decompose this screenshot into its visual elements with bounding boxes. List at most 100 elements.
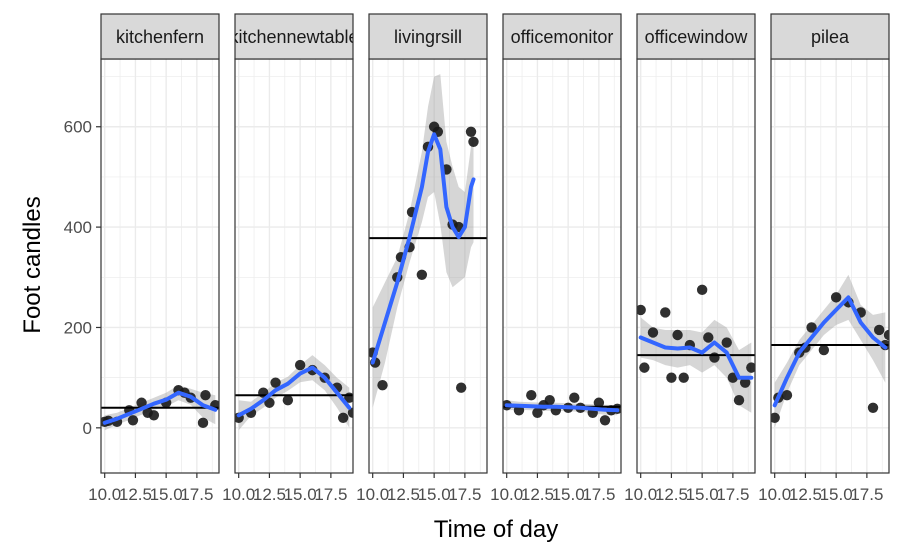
x-tick-label: 15.0 [150, 485, 183, 504]
x-tick-label: 12.5 [655, 485, 688, 504]
x-tick-label: 17.5 [716, 485, 749, 504]
smooth-line [102, 390, 218, 425]
x-tick-label: 10.0 [624, 485, 657, 504]
data-point [468, 136, 479, 147]
panel-officewindow: officewindow 10.012.515.017.5 [624, 13, 756, 504]
data-point [264, 397, 275, 408]
panel-officemonitor: officemonitor 10.012.515.017.5 [490, 13, 622, 504]
y-tick-label: 200 [64, 318, 92, 337]
data-point [639, 362, 650, 373]
y-axis: 0 200 400 600 [64, 118, 101, 438]
data-point [465, 126, 477, 137]
data-point [148, 410, 160, 421]
data-point [666, 372, 677, 383]
data-point [647, 327, 659, 338]
x-tick-label: 12.5 [521, 485, 554, 504]
data-point [416, 269, 428, 280]
data-point [703, 332, 714, 343]
data-point [727, 372, 739, 383]
strip-background [636, 13, 756, 60]
data-point [593, 397, 605, 408]
panel-kitchenfern: kitchenfern 10.012.515.017.5 [88, 13, 220, 504]
strip-label: officemonitor [511, 27, 614, 47]
data-point [526, 390, 537, 401]
strip-background [770, 13, 890, 60]
data-point [733, 395, 745, 406]
data-point [544, 395, 555, 406]
data-point [806, 322, 817, 333]
smooth-line [236, 365, 352, 418]
x-tick-label: 10.0 [490, 485, 523, 504]
data-point [455, 382, 467, 393]
data-point [200, 390, 211, 401]
x-tick-label: 17.5 [448, 485, 481, 504]
data-point [672, 329, 683, 341]
panel-background [771, 59, 889, 473]
panel-data [771, 274, 889, 428]
x-tick-label: 17.5 [582, 485, 615, 504]
data-point [781, 390, 793, 401]
smooth-line [504, 403, 620, 413]
strip-background [234, 13, 354, 60]
data-point [282, 395, 294, 406]
x-tick-label: 12.5 [253, 485, 286, 504]
smooth-line [638, 335, 754, 380]
data-point [660, 307, 671, 318]
data-point [337, 412, 349, 423]
strip-label: officewindow [645, 27, 749, 47]
panel-data [369, 74, 487, 408]
data-point [739, 377, 751, 388]
x-tick-label: 12.5 [789, 485, 822, 504]
data-point [599, 415, 611, 426]
strip-label: kitchenfern [116, 27, 204, 47]
strip-label: pilea [811, 27, 850, 47]
panel-data [637, 284, 755, 413]
data-point [569, 392, 580, 403]
data-point [771, 412, 780, 423]
data-point [294, 359, 306, 371]
confidence-ribbon [372, 74, 474, 408]
data-point [347, 407, 353, 418]
panel-data [503, 390, 621, 426]
data-point [830, 292, 842, 303]
panel-background [369, 59, 487, 473]
x-tick-label: 12.5 [387, 485, 420, 504]
x-tick-label: 15.0 [686, 485, 719, 504]
x-tick-label: 17.5 [850, 485, 883, 504]
x-tick-label: 10.0 [758, 485, 791, 504]
strip-label: livingrsill [394, 27, 462, 47]
x-axis-title: Time of day [434, 516, 559, 543]
data-point [721, 337, 732, 348]
panel-kitchennewtable: kitchennewtable 10.012.515.017.5 [222, 13, 358, 504]
data-point [709, 352, 720, 363]
panel-data [235, 355, 353, 431]
x-tick-label: 17.5 [180, 485, 213, 504]
data-point [873, 324, 885, 336]
y-tick-label: 400 [64, 218, 92, 237]
y-tick-label: 0 [83, 419, 92, 438]
x-tick-label: 10.0 [356, 485, 389, 504]
x-tick-label: 15.0 [284, 485, 317, 504]
facet-panels: kitchenfern10.012.515.017.5kitchennewtab… [88, 13, 890, 504]
data-point [136, 397, 147, 408]
x-tick-label: 10.0 [222, 485, 255, 504]
data-point [197, 417, 209, 429]
strip-background [502, 13, 622, 60]
x-tick-label: 10.0 [88, 485, 121, 504]
strip-background [368, 13, 488, 60]
y-tick-label: 600 [64, 118, 92, 137]
y-axis-title: Foot candles [19, 196, 46, 333]
panel-background [637, 59, 755, 473]
data-point [678, 372, 689, 383]
x-tick-label: 15.0 [552, 485, 585, 504]
data-point [270, 377, 281, 388]
x-tick-label: 15.0 [418, 485, 451, 504]
panel-livingrsill: livingrsill 10.012.515.017.5 [356, 13, 488, 504]
x-tick-label: 12.5 [119, 485, 152, 504]
strip-label: kitchennewtable [229, 27, 358, 47]
data-point [867, 402, 879, 413]
panel-pilea: pilea 10.012.515.017.5 [758, 13, 890, 504]
data-point [637, 304, 646, 316]
smooth-line [772, 295, 888, 408]
